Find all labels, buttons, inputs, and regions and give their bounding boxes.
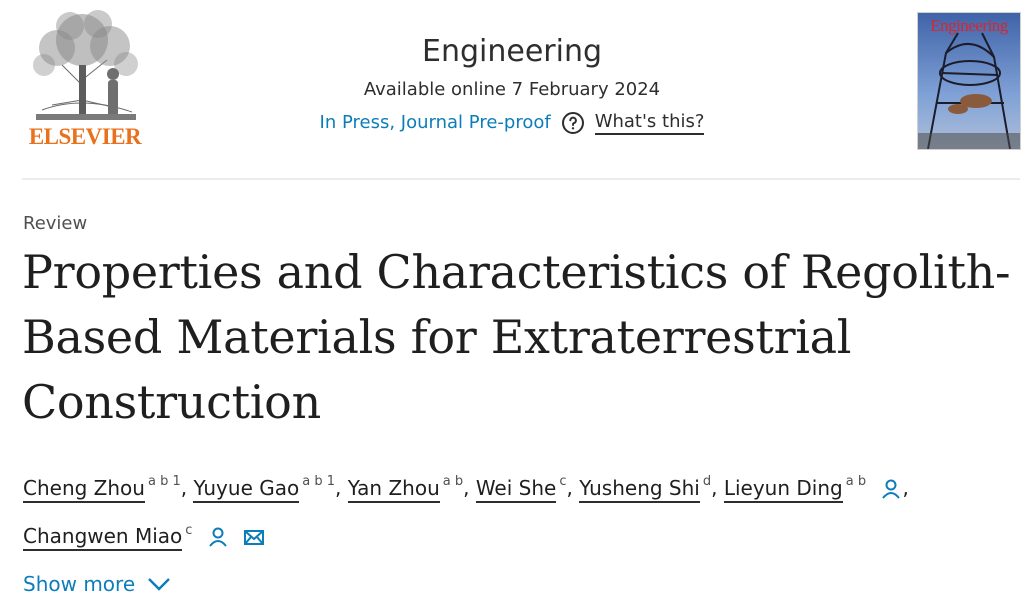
elsevier-logo[interactable]: ELSEVIER [22,10,148,150]
author-affiliation-sup[interactable]: a b 1 [147,474,181,489]
journal-title-link[interactable]: Engineering [422,34,602,69]
article-header: ELSEVIER Engineering Available online 7 … [0,0,1024,180]
author-link[interactable]: Changwen Miao [23,524,183,552]
elsevier-wordmark: ELSEVIER [28,124,142,149]
author-affiliation-sup[interactable]: a b [442,474,464,489]
article-type-label: Review [23,213,88,234]
article-title: Properties and Characteristics of Regoli… [22,245,1011,429]
publication-status-row: In Press, Journal Pre-proof What's this? [250,110,774,136]
author-list: Cheng Zhou a b 1, Yuyue Gao a b 1, Yan Zho… [23,464,1013,561]
author-affiliation-sup[interactable]: a b 1 [302,474,335,489]
elsevier-tree-icon [33,10,138,120]
journal-info: Engineering Available online 7 February … [250,32,774,136]
header-divider [22,178,1020,180]
help-circle-icon[interactable] [561,111,585,135]
envelope-icon[interactable] [243,521,265,561]
whats-this-link[interactable]: What's this? [594,111,705,135]
author-link[interactable]: Yusheng Shi [579,475,700,503]
author-affiliation-sup[interactable]: d [702,474,712,489]
author-affiliation-sup[interactable]: c [185,522,193,538]
author-link[interactable]: Wei She [475,475,557,503]
person-icon[interactable] [207,521,229,561]
available-online-date: Available online 7 February 2024 [363,79,661,100]
author-link[interactable]: Cheng Zhou [23,475,145,503]
author-affiliation-sup[interactable]: c [559,474,567,489]
cover-illustration [918,13,1020,149]
journal-cover-image[interactable]: Engineering [917,12,1021,150]
cover-title: Engineering [930,16,1008,35]
in-press-link[interactable]: In Press, Journal Pre-proof [319,112,551,133]
author-link[interactable]: Yuyue Gao [193,475,300,503]
person-icon[interactable] [880,473,902,513]
chevron-down-icon [148,578,170,591]
author-link[interactable]: Lieyun Ding [723,475,843,503]
show-more-button[interactable]: Show more [23,572,171,596]
show-more-label: Show more [23,572,136,596]
author-affiliation-sup[interactable]: a b [845,474,867,489]
author-link[interactable]: Yan Zhou [347,475,440,503]
